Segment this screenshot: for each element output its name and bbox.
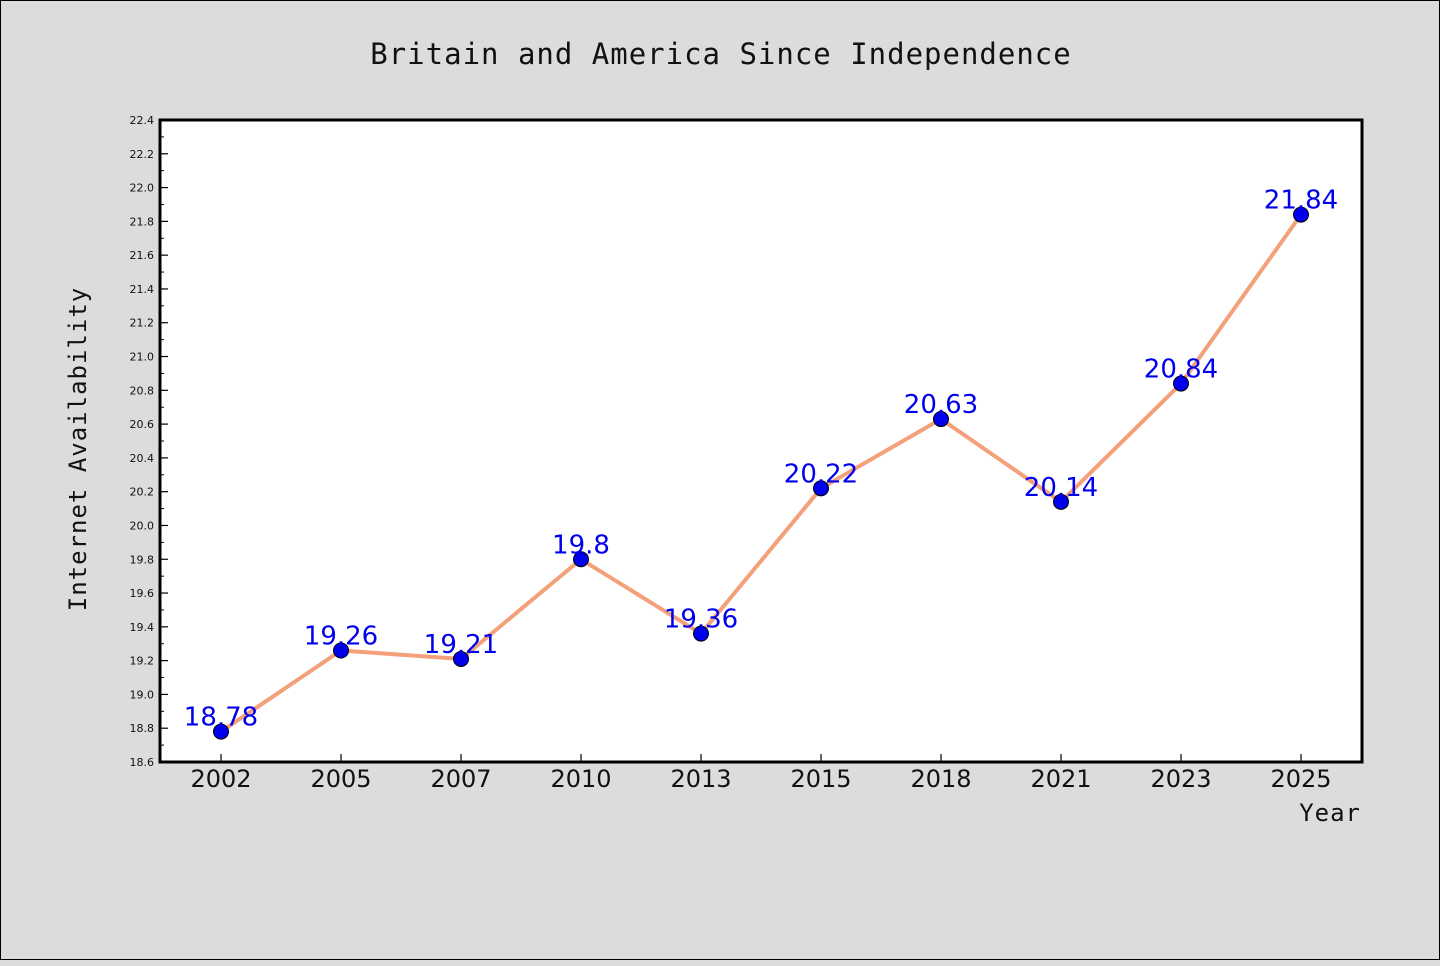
x-tick-label: 2023 [1150,765,1211,793]
x-tick-label: 2013 [670,765,731,793]
data-point [1053,493,1069,510]
data-label: 20.14 [1024,473,1098,503]
y-axis: 18.6 18.8 19.0 19.2 19.4 19.6 19.8 20.0 20.2 20.4… [130,114,168,769]
data-point [1293,206,1309,223]
x-tick-label: 2015 [790,765,851,793]
data-label-layer: 18.78 19.26 19.21 19.8 19.36 20.22 20.63 20.14 2… [184,186,1338,733]
data-point [693,625,709,642]
y-tick-label: 21.2 [130,317,155,330]
data-point [333,642,349,659]
data-point [213,723,229,740]
y-tick-label: 19.6 [130,587,155,600]
y-tick-label: 21.6 [130,249,155,262]
x-axis: 2002 2005 2007 2010 2013 2015 2018 2021 2023 2025 [190,754,1332,793]
chart-title: Britain and America Since Independence [370,37,1071,71]
y-tick-label: 22.4 [130,114,155,127]
y-tick-label: 21.0 [130,351,155,364]
series-line [219,212,1303,734]
y-axis-title: Internet Availability [64,287,92,611]
y-tick-label: 18.8 [130,722,155,735]
y-tick-label: 20.4 [130,452,155,465]
y-tick-label: 22.2 [130,148,155,161]
x-tick-label: 2025 [1270,765,1331,793]
data-point [933,411,949,428]
x-tick-label: 2018 [910,765,971,793]
data-point [813,480,829,497]
x-tick-label: 2021 [1030,765,1091,793]
x-tick-label: 2002 [190,765,251,793]
data-label: 19.26 [304,621,378,651]
data-label: 19.21 [424,630,498,660]
data-label: 21.84 [1264,186,1338,216]
x-tick-label: 2005 [310,765,371,793]
data-label: 18.78 [184,703,258,733]
y-tick-label: 18.6 [130,756,155,769]
y-tick-label: 20.8 [130,384,155,397]
data-label: 20.63 [904,390,978,420]
data-point [453,650,469,667]
data-label: 20.22 [784,459,858,489]
x-tick-label: 2010 [550,765,611,793]
series-layer [213,206,1309,740]
y-tick-label: 20.0 [130,519,155,532]
y-tick-label: 20.6 [130,418,155,431]
y-tick-label: 19.2 [130,655,155,668]
y-tick-label: 21.8 [130,215,155,228]
y-tick-label: 19.8 [130,553,155,566]
data-label: 19.8 [552,530,610,560]
y-tick-label: 21.4 [130,283,155,296]
data-point [573,551,589,568]
x-axis-title: Year [1299,799,1361,827]
data-point [1173,375,1189,392]
x-tick-label: 2007 [430,765,491,793]
y-tick-label: 19.4 [130,621,155,634]
data-label: 20.84 [1144,355,1218,385]
plot-area [158,118,1364,764]
y-tick-label: 20.2 [130,486,155,499]
data-label: 19.36 [664,605,738,635]
y-tick-label: 19.0 [130,688,155,701]
y-tick-label: 22.0 [130,182,155,195]
